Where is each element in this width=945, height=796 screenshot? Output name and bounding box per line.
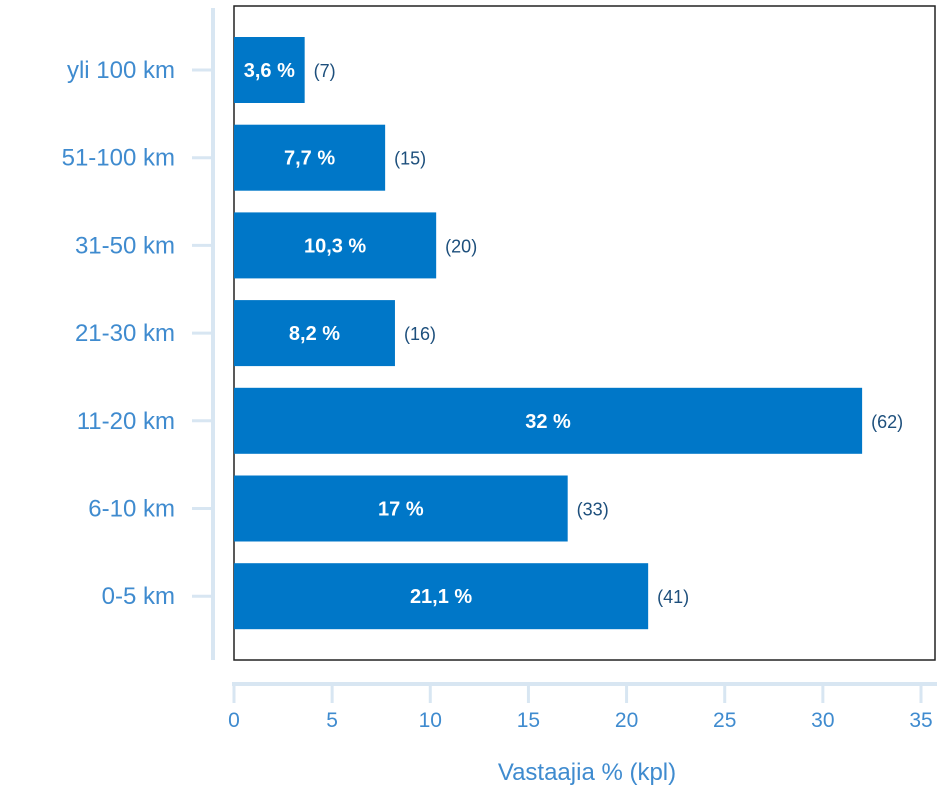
value-label: 17 %	[378, 499, 424, 521]
value-label: 7,7 %	[284, 148, 335, 170]
category-label: 31-50 km	[75, 232, 175, 259]
bars: 3,6 % (7) 7,7 % (15) 10,3 % (20) 8,2 % (16) 32 %…	[234, 37, 903, 630]
bar	[234, 300, 395, 367]
y-axis-line	[211, 8, 215, 660]
bar	[234, 124, 386, 191]
x-axis-label: Vastaajia % (kpl)	[498, 759, 676, 786]
category-label: yli 100 km	[67, 57, 175, 84]
count-label: (41)	[657, 587, 689, 607]
category-label: 0-5 km	[102, 583, 175, 610]
bar	[234, 37, 305, 103]
category-label: 6-10 km	[88, 496, 175, 523]
x-tick-label: 5	[326, 709, 338, 732]
count-label: (7)	[314, 61, 336, 81]
x-tick-label: 20	[615, 709, 638, 732]
value-label: 32 %	[525, 411, 571, 433]
value-label: 8,2 %	[289, 323, 340, 345]
bar	[234, 563, 649, 630]
count-label: (15)	[394, 149, 426, 169]
bar	[234, 475, 568, 542]
bar	[234, 387, 863, 454]
x-tick-label: 0	[228, 709, 240, 732]
x-tick-label: 10	[419, 709, 442, 732]
x-tick-label: 35	[909, 709, 932, 732]
category-label: 11-20 km	[77, 408, 175, 435]
value-label: 21,1 %	[410, 586, 472, 608]
count-label: (62)	[871, 412, 903, 432]
count-label: (20)	[445, 236, 477, 256]
value-label: 3,6 %	[244, 60, 295, 82]
count-label: (33)	[577, 500, 609, 520]
category-label: 51-100 km	[62, 145, 175, 172]
category-label: 21-30 km	[75, 320, 175, 347]
value-label: 10,3 %	[304, 235, 366, 257]
bar	[234, 212, 437, 279]
x-tick-label: 30	[811, 709, 834, 732]
x-tick-label: 15	[517, 709, 540, 732]
x-ticks: 0 5 10 15 20 25 30 35	[228, 682, 933, 732]
x-axis-line	[232, 682, 937, 686]
x-tick-label: 25	[713, 709, 736, 732]
count-label: (16)	[404, 324, 436, 344]
y-ticks: yli 100 km 51-100 km 31-50 km 21-30 km 11-20…	[62, 57, 211, 610]
